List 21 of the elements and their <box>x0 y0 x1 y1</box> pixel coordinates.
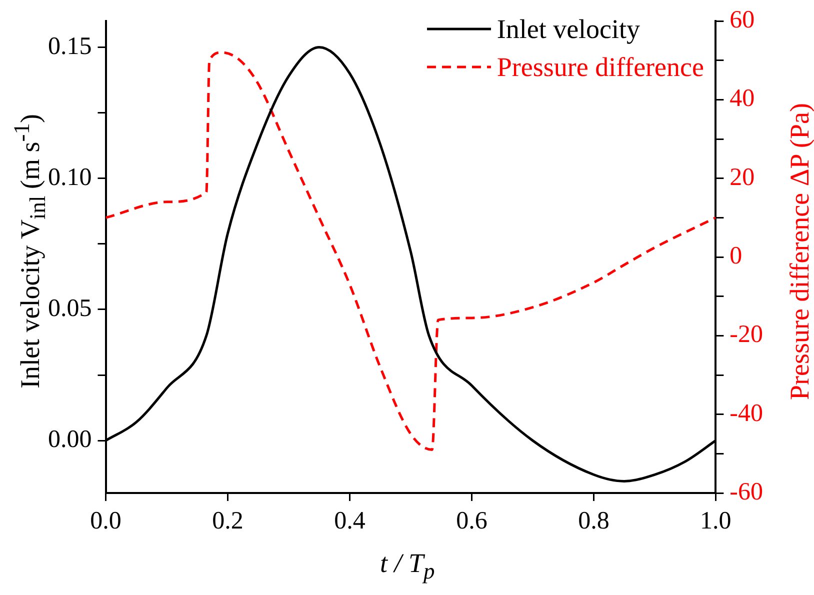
y-tick-label: 0.00 <box>48 426 92 454</box>
y2-tick-label: 40 <box>730 85 755 112</box>
legend-label: Inlet velocity <box>496 14 640 44</box>
x-tick-label: 0.8 <box>578 508 610 535</box>
x-tick-label: 0.4 <box>334 508 366 535</box>
x-tick-label: 0.0 <box>90 508 122 535</box>
x-tick-label: 1.0 <box>700 508 732 535</box>
y-tick-label: 0.15 <box>48 32 92 60</box>
x-axis-title: t / T$_{p}$ <box>380 548 435 584</box>
x-tick-label: 0.6 <box>456 508 488 535</box>
legend-label: Pressure difference <box>496 52 704 82</box>
y2-tick-label: 0 <box>730 242 742 270</box>
y2-axis-title: Pressure difference ΔP (Pa) <box>784 102 814 402</box>
y2-tick-label: -60 <box>730 478 764 506</box>
x-tick-label: 0.2 <box>212 508 244 535</box>
y2-tick-label: -20 <box>730 321 764 348</box>
y-tick-label: 0.10 <box>48 164 92 191</box>
y-tick-label: 0.05 <box>48 295 92 322</box>
y2-tick-label: 60 <box>730 6 755 34</box>
y2-tick-label: -40 <box>730 400 764 427</box>
y2-tick-label: 20 <box>730 164 755 191</box>
